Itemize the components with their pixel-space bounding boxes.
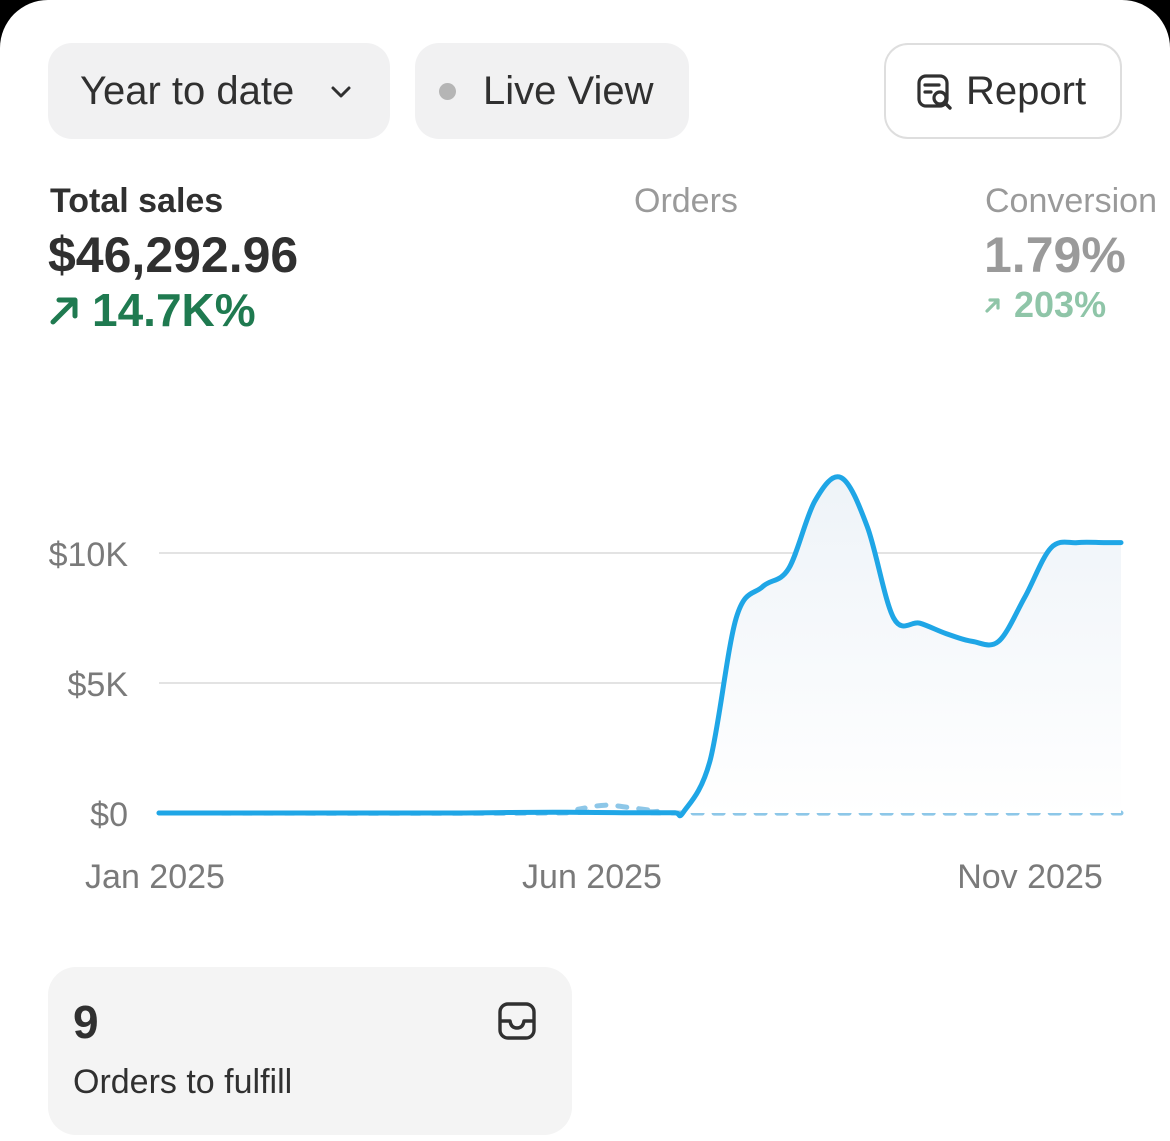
total-sales-change: 14.7K% — [48, 283, 256, 337]
chevron-down-icon — [331, 86, 351, 98]
orders-label[interactable]: Orders — [634, 182, 738, 220]
total-sales-value: $46,292.96 — [48, 227, 299, 283]
report-label: Report — [966, 68, 1087, 113]
live-view-label: Live View — [483, 68, 654, 113]
sales-chart[interactable]: $0 $5K $10K Jan 2025 Jun 2025 Nov 2025 — [0, 440, 1170, 900]
x-tick-label: Jun 2025 — [522, 858, 662, 896]
live-dot-icon — [439, 83, 456, 100]
conversion-value: 1.79% — [984, 227, 1126, 283]
orders-to-fulfill-count: 9 — [73, 996, 99, 1048]
x-tick-label: Nov 2025 — [957, 858, 1103, 896]
y-tick-label: $0 — [90, 796, 128, 834]
conversion-label[interactable]: Conversion — [985, 182, 1157, 220]
conversion-change: 203% — [984, 284, 1106, 326]
x-tick-label: Jan 2025 — [85, 858, 225, 896]
arrow-up-right-icon — [985, 298, 1000, 313]
conversion-change-value: 203% — [1014, 284, 1107, 325]
arrow-up-right-icon — [50, 297, 78, 325]
sales-line — [156, 474, 1124, 819]
sales-area — [159, 476, 1121, 816]
inbox-tray-icon — [498, 1002, 536, 1040]
report-button[interactable]: Report — [884, 43, 1122, 139]
date-range-label: Year to date — [80, 68, 295, 113]
live-view-button[interactable]: Live View — [415, 43, 689, 139]
total-sales-change-value: 14.7K% — [92, 284, 256, 336]
orders-to-fulfill-label: Orders to fulfill — [73, 1063, 293, 1101]
report-search-icon — [917, 74, 952, 110]
y-tick-label: $10K — [49, 536, 129, 574]
date-range-dropdown[interactable]: Year to date — [48, 43, 390, 139]
orders-to-fulfill-card[interactable]: 9 Orders to fulfill — [48, 967, 572, 1135]
y-tick-label: $5K — [68, 666, 129, 704]
total-sales-label[interactable]: Total sales — [50, 182, 224, 220]
